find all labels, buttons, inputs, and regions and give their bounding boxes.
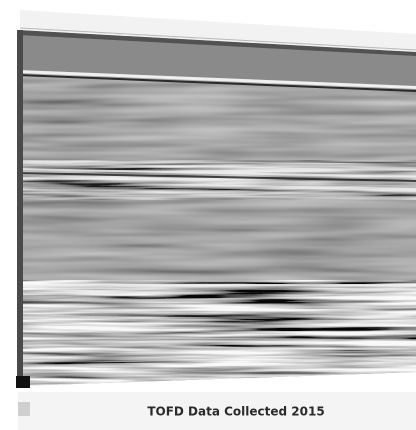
scan-panel [18, 20, 416, 400]
left-border [17, 30, 23, 386]
caption-swatch [18, 402, 30, 416]
marker [16, 376, 30, 388]
caption: TOFD Data Collected 2015 [147, 405, 324, 419]
tofd-scan-image: TOFD Data Collected 2015 [0, 0, 416, 430]
page: {"caption": "TOFD Data Collected 2015"} [0, 0, 416, 430]
